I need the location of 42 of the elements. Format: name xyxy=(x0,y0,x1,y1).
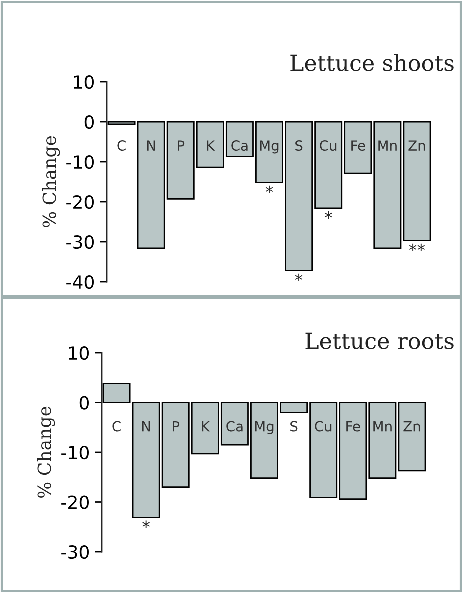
x-tick-label: Mg xyxy=(260,140,279,154)
x-tick-label: Mn xyxy=(374,421,392,432)
x-tick-label: P xyxy=(173,421,180,432)
annotation: * xyxy=(142,520,150,528)
x-tick-label: S xyxy=(296,140,303,152)
y-tick-label: -40 xyxy=(66,275,94,290)
annotation: * xyxy=(295,274,303,282)
x-tick-label: Cu xyxy=(320,140,337,152)
y-tick-label: -10 xyxy=(66,155,94,170)
chart-title: Lettuce roots xyxy=(306,332,454,350)
x-tick-label: C xyxy=(112,421,121,432)
y-tick-label: -30 xyxy=(62,545,89,560)
x-tick-label: Zn xyxy=(408,140,426,151)
x-tick-label: Mg xyxy=(255,421,274,434)
x-tick-label: Fe xyxy=(346,421,360,432)
x-tick-label: K xyxy=(202,421,210,432)
x-tick-label: P xyxy=(178,140,185,151)
x-tick-label: Mn xyxy=(378,140,397,151)
x-tick-label: Ca xyxy=(226,421,243,432)
annotation: ** xyxy=(409,244,426,252)
x-tick-label: Cu xyxy=(315,421,332,432)
y-tick-label: 10 xyxy=(69,346,89,360)
x-tick-label: C xyxy=(118,140,126,152)
y-axis-title: % Change xyxy=(37,406,56,498)
x-tick-label: Fe xyxy=(352,140,366,152)
x-tick-label: N xyxy=(142,421,150,432)
y-tick-label: -20 xyxy=(62,496,89,510)
x-tick-label: Zn xyxy=(404,421,420,432)
y-tick-label: 0 xyxy=(80,396,89,410)
y-tick-label: 0 xyxy=(84,115,94,130)
y-tick-label: -20 xyxy=(66,195,94,210)
annotation: * xyxy=(324,211,332,220)
y-tick-label: -10 xyxy=(62,446,89,460)
y-tick-label: 10 xyxy=(74,75,94,90)
y-axis-title: % Change xyxy=(42,136,60,228)
x-tick-label: Ca xyxy=(232,140,248,152)
x-tick-label: S xyxy=(290,421,298,432)
chart-title: Lettuce shoots xyxy=(290,54,454,72)
x-tick-label: K xyxy=(207,140,216,151)
y-tick-label: -30 xyxy=(66,235,94,250)
x-tick-label: N xyxy=(147,140,156,151)
annotation: * xyxy=(266,186,274,194)
